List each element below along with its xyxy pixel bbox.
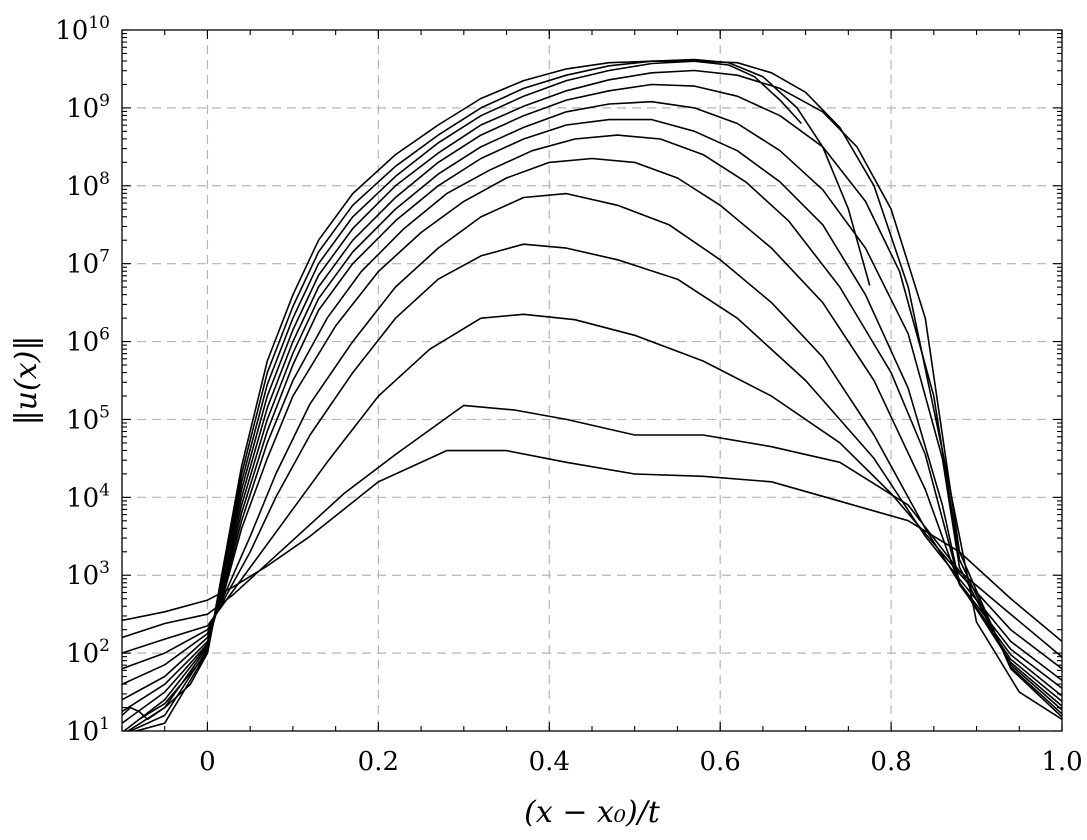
y-tick-exponent: 2 <box>99 636 110 656</box>
y-tick-base: 10 <box>66 405 99 435</box>
y-tick-base: 10 <box>66 561 99 591</box>
x-axis-label: (x − x₀)/t <box>524 795 661 830</box>
plot-frame <box>121 29 1063 732</box>
series-line-11 <box>128 69 1062 731</box>
grid-lines <box>122 30 1062 731</box>
y-tick-exponent: 6 <box>99 325 110 345</box>
series-line-2 <box>122 404 1062 658</box>
x-tick-label: 0 <box>199 747 216 777</box>
series-line-8 <box>122 118 1062 724</box>
y-tick-label: 103 <box>66 558 110 591</box>
series-line-7 <box>122 134 1062 713</box>
y-tick-base: 10 <box>55 16 88 46</box>
x-tick-label: 0.6 <box>700 747 741 777</box>
series-line-3 <box>122 313 1062 670</box>
series-line-9 <box>122 100 1062 731</box>
y-tick-base: 10 <box>66 483 99 513</box>
y-tick-exponent: 7 <box>99 247 110 267</box>
y-tick-exponent: 9 <box>99 91 110 111</box>
y-tick-exponent: 8 <box>99 169 110 189</box>
y-tick-base: 10 <box>66 172 99 202</box>
y-tick-exponent: 10 <box>88 13 110 33</box>
y-tick-label: 108 <box>66 169 110 202</box>
y-tick-label: 105 <box>66 402 110 435</box>
y-tick-label: 109 <box>66 91 110 124</box>
y-tick-base: 10 <box>66 717 99 747</box>
y-tick-base: 10 <box>66 328 99 358</box>
y-tick-label: 107 <box>66 247 110 280</box>
y-tick-label: 1010 <box>55 13 110 46</box>
y-tick-exponent: 3 <box>99 558 110 578</box>
x-tick-label: 0.4 <box>529 747 570 777</box>
series-line-5 <box>122 192 1062 689</box>
axis-ticks <box>121 29 1063 732</box>
y-tick-exponent: 1 <box>99 714 110 734</box>
x-tick-label: 0.8 <box>870 747 911 777</box>
series-line-10 <box>126 83 1062 731</box>
series-line-4 <box>122 243 1062 682</box>
y-tick-label: 101 <box>66 714 110 747</box>
y-tick-label: 104 <box>66 480 110 513</box>
y-tick-exponent: 4 <box>99 480 110 500</box>
y-tick-label: 106 <box>66 325 110 358</box>
x-tick-labels: 0 0.2 0.4 0.6 0.8 1.0 <box>199 747 1082 777</box>
y-tick-base: 10 <box>66 94 99 124</box>
y-tick-exponent: 5 <box>99 402 110 422</box>
series-line-12 <box>133 60 1062 731</box>
x-tick-label: 1.0 <box>1041 747 1082 777</box>
series-line-14 <box>122 60 802 721</box>
y-tick-base: 10 <box>66 639 99 669</box>
x-tick-label: 0.2 <box>358 747 399 777</box>
series-line-6 <box>122 157 1062 701</box>
y-tick-base: 10 <box>66 250 99 280</box>
y-axis-label: ‖u(x)‖ <box>9 336 44 426</box>
series-line-13 <box>138 58 871 720</box>
series-layer <box>122 58 1062 731</box>
y-tick-label: 102 <box>66 636 110 669</box>
